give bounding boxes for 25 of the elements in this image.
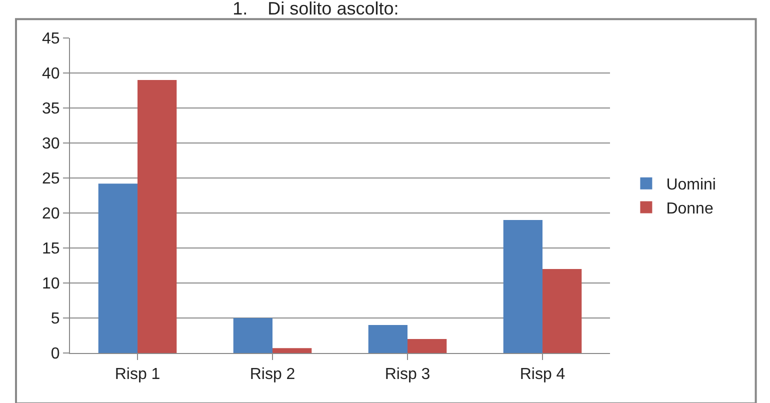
chart-title: 1. Di solito ascolto: (232, 0, 399, 19)
y-tick-label: 20 (42, 206, 60, 223)
x-tick-label: Risp 2 (250, 366, 296, 384)
y-tick-label: 0 (50, 346, 60, 363)
bar (138, 80, 177, 353)
bar (272, 348, 312, 353)
x-tick-label: Risp 1 (114, 366, 160, 384)
bar (542, 269, 582, 353)
y-tick-label: 10 (42, 276, 60, 293)
y-tick-label: 45 (42, 30, 60, 48)
x-tick-label: Risp 4 (520, 366, 566, 384)
y-tick-label: 40 (42, 66, 60, 83)
bar (408, 339, 447, 353)
bar (98, 184, 138, 353)
bar (368, 325, 408, 353)
legend-label: Donne (666, 200, 714, 218)
legend-label: Uomini (666, 176, 716, 194)
y-tick-label: 30 (42, 136, 60, 153)
y-tick-label: 5 (50, 310, 60, 328)
y-tick-label: 15 (42, 240, 60, 258)
bar (233, 318, 272, 353)
bar (503, 220, 542, 353)
y-tick-label: 35 (42, 100, 60, 118)
x-tick-label: Risp 3 (384, 366, 430, 384)
y-tick-label: 25 (42, 170, 60, 188)
